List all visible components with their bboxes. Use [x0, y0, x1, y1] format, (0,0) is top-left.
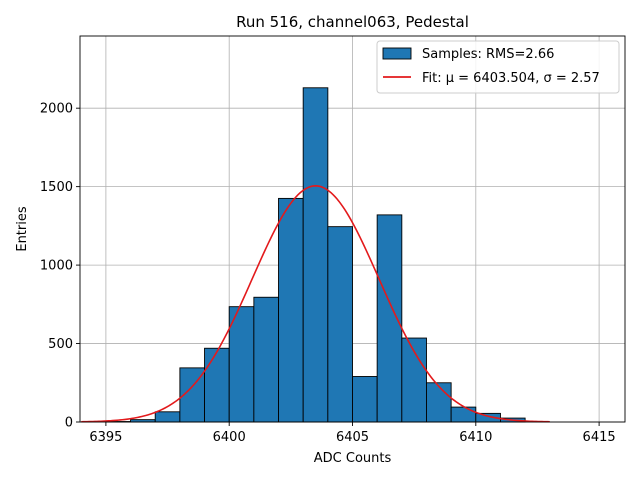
histogram-bar	[278, 197, 304, 423]
legend-box	[376, 40, 620, 94]
y-axis-ticks: 0 500 1000 1500 2000	[40, 102, 80, 431]
x-tick-label: 6410	[459, 430, 492, 445]
histogram-bar	[154, 411, 181, 423]
histogram-bar	[228, 306, 255, 423]
histogram-bar	[327, 226, 353, 423]
legend: Samples: RMS=2.66 Fit: μ = 6403.504, σ =…	[376, 40, 620, 94]
x-tick-label: 6415	[583, 430, 616, 445]
histogram-bar	[450, 406, 477, 423]
y-tick-label: 0	[65, 416, 73, 431]
y-axis-label: Entries	[15, 206, 30, 252]
y-tick-label: 2000	[40, 102, 73, 117]
x-tick-label: 6395	[89, 430, 122, 445]
x-tick-label: 6400	[213, 430, 246, 445]
y-tick-label: 1500	[40, 180, 73, 195]
histogram-bar	[352, 376, 378, 423]
histogram-bar	[253, 296, 279, 423]
legend-samples-label: Samples: RMS=2.66	[422, 47, 554, 62]
histogram-bar	[302, 87, 329, 423]
histogram-bar	[426, 382, 452, 423]
x-axis-ticks: 6395 6400 6405 6410 6415	[89, 422, 616, 445]
x-axis-label: ADC Counts	[314, 451, 392, 466]
histogram-bar	[376, 214, 403, 423]
y-tick-label: 1000	[40, 259, 73, 274]
y-tick-label: 500	[48, 337, 73, 352]
gaussian-fit-line	[81, 185, 550, 423]
histogram-bars	[105, 87, 526, 423]
legend-samples-swatch	[382, 47, 412, 60]
legend-fit-label: Fit: μ = 6403.504, σ = 2.57	[422, 71, 600, 86]
x-tick-label: 6405	[336, 430, 369, 445]
histogram-bar	[204, 347, 230, 423]
chart-title: Run 516, channel063, Pedestal	[236, 13, 469, 31]
